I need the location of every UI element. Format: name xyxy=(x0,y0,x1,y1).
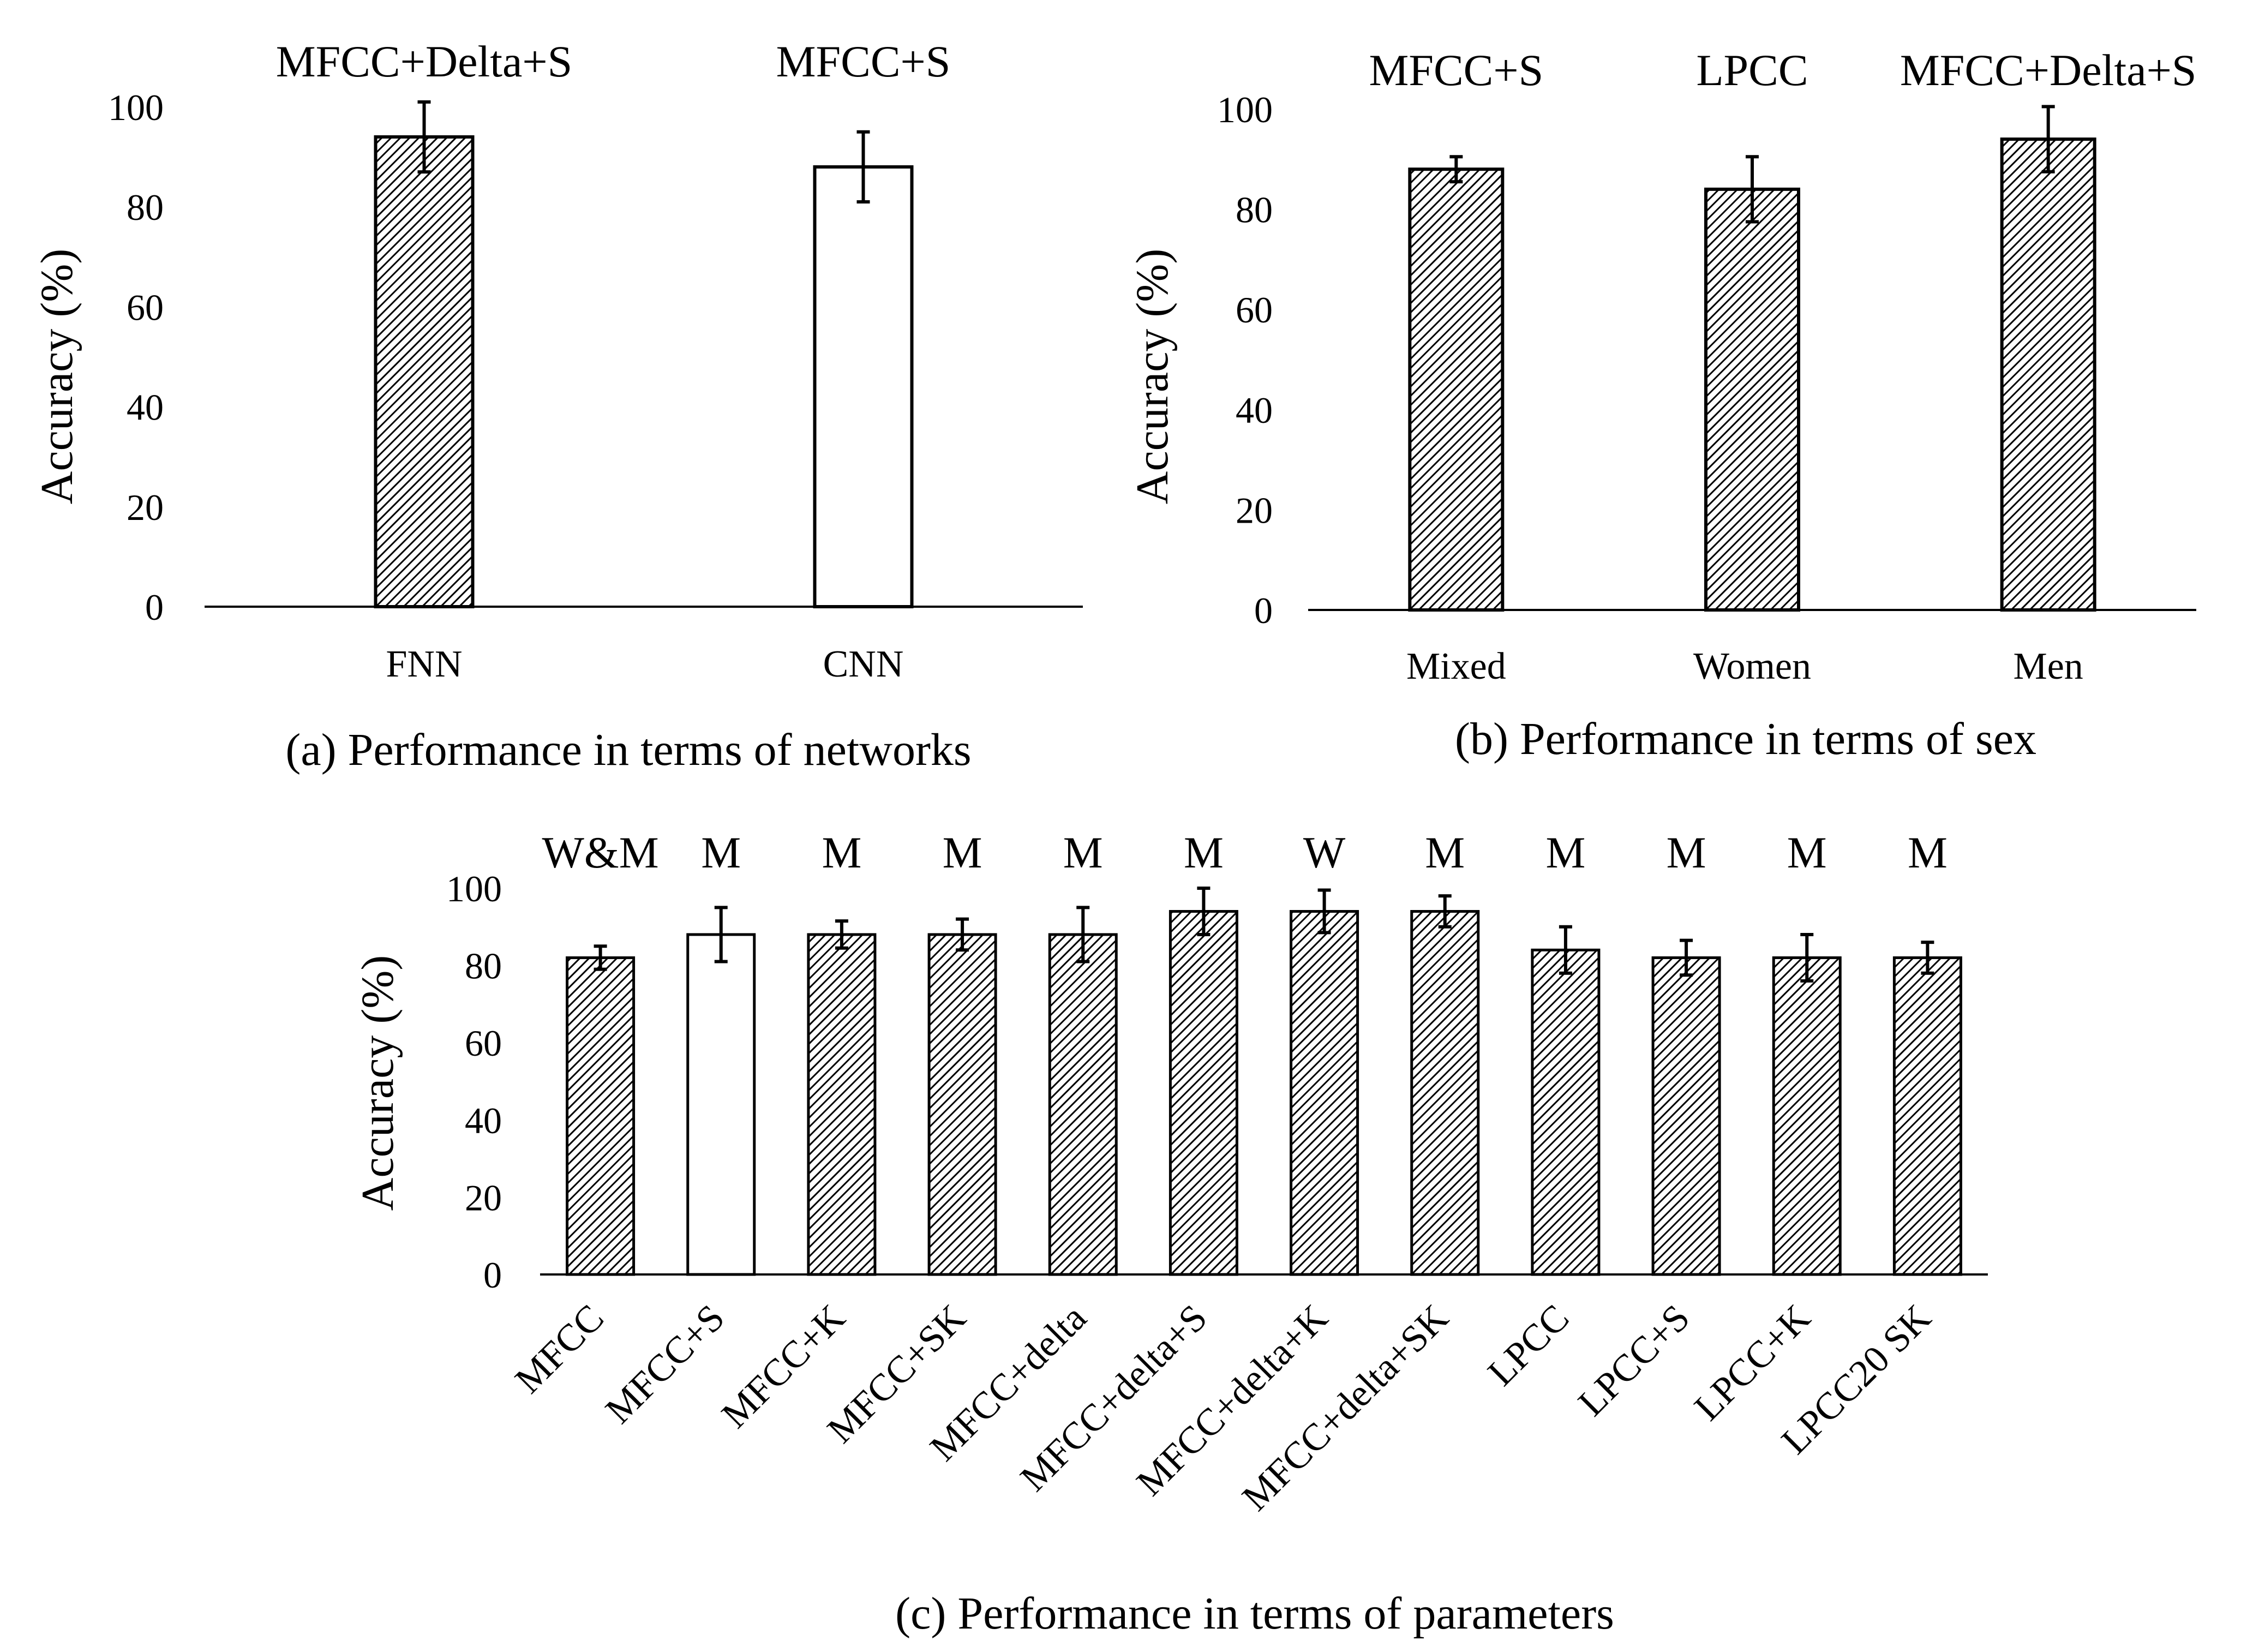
panel-b-ytick: 100 xyxy=(1217,89,1273,130)
panel-a-category-label: CNN xyxy=(823,643,904,685)
panel-c-category-label: LPCC xyxy=(1480,1297,1577,1394)
panel-a-bar-label: MFCC+S xyxy=(776,37,951,86)
panel-a-category-label: FNN xyxy=(386,643,462,685)
panel-b-plot: 0 20 40 60 80 100 MFCC+S Mixed LPCC Women MFCC+Del… xyxy=(1217,45,2196,687)
panel-c-bar-label: M xyxy=(1667,828,1706,877)
panel-b-bar xyxy=(1408,167,1505,612)
panel-c-ytick: 60 xyxy=(465,1022,502,1064)
panel-c-category-label: MFCC xyxy=(507,1297,612,1402)
panel-b-category-label: Mixed xyxy=(1406,645,1506,687)
panel-c-bar xyxy=(1290,909,1359,1276)
panel-a-ytick: 80 xyxy=(127,187,164,228)
panel-b-bar xyxy=(2000,137,2096,612)
panel-c-category-label: LPCC+S xyxy=(1571,1297,1698,1424)
panel-a-ylabel: Accuracy (%) xyxy=(32,249,82,505)
panel-c-bar xyxy=(1169,909,1238,1276)
panel-a-ytick: 20 xyxy=(127,487,164,528)
panel-b-ytick: 0 xyxy=(1254,590,1273,631)
panel-c-ytick: 0 xyxy=(483,1254,502,1296)
panel-b: 0 20 40 60 80 100 MFCC+S Mixed LPCC Women MFCC+Del… xyxy=(1127,45,2196,764)
panel-b-bar-label: MFCC+S xyxy=(1369,45,1543,95)
panel-b-ytick: 80 xyxy=(1236,189,1273,231)
panel-c-bar-label: M xyxy=(1787,828,1827,877)
panel-c-ytick: 20 xyxy=(465,1177,502,1218)
panel-c-bar xyxy=(566,956,636,1276)
panel-c-bar-label: M xyxy=(1425,828,1465,877)
panel-b-ytick: 40 xyxy=(1236,390,1273,431)
panel-c-ytick: 40 xyxy=(465,1100,502,1141)
panel-b-category-label: Men xyxy=(2014,645,2083,687)
panel-a-bar xyxy=(374,135,475,608)
panel-b-bar-label: MFCC+Delta+S xyxy=(1900,45,2197,95)
panel-b-category-label: Women xyxy=(1693,645,1811,687)
panel-a-ytick: 60 xyxy=(127,286,164,328)
panel-c-category-label: MFCC+S xyxy=(598,1297,733,1432)
panel-c-bar xyxy=(1892,956,1962,1276)
panel-c-bar xyxy=(1772,956,1842,1276)
panel-a-bar xyxy=(813,165,914,609)
panel-b-ytick: 20 xyxy=(1236,489,1273,531)
panel-c-bar-label: M xyxy=(1184,828,1224,877)
panel-c-bar-label: M xyxy=(1545,828,1585,877)
panel-c-plot: 020406080100W&MMFCCMMFCC+SMMFCC+KMMFCC+S… xyxy=(446,828,1988,1519)
panel-b-ytick: 60 xyxy=(1236,289,1273,331)
panel-a: 0 20 40 60 80 100 MFCC+Delta+S FNN MFCC+S CNN Acc… xyxy=(32,37,1083,775)
panel-c-ytick: 80 xyxy=(465,945,502,987)
panel-c-bar-label: M xyxy=(1063,828,1103,877)
panel-b-bar-label: LPCC xyxy=(1696,45,1808,95)
panel-c-bar-label: M xyxy=(943,828,982,877)
panel-c-bar-label: M xyxy=(1908,828,1948,877)
panel-c-bar xyxy=(1048,933,1118,1276)
panel-a-ytick: 0 xyxy=(145,586,164,628)
panel-c-bar xyxy=(1651,956,1721,1276)
panel-c-caption: (c) Performance in terms of parameters xyxy=(895,1588,1614,1639)
panel-c-bar-label: M xyxy=(822,828,861,877)
panel-c-bar xyxy=(686,933,756,1276)
panel-c-bar-label: M xyxy=(701,828,741,877)
panel-c-category-label: MFCC+delta+SK xyxy=(1235,1297,1457,1519)
panel-a-ytick: 40 xyxy=(127,387,164,428)
panel-b-ylabel: Accuracy (%) xyxy=(1127,249,1178,505)
panel-c-ytick: 100 xyxy=(446,868,502,909)
panel-c-ylabel: Accuracy (%) xyxy=(352,955,403,1211)
panel-c-bar xyxy=(1410,909,1480,1276)
panel-b-caption: (b) Performance in terms of sex xyxy=(1455,714,2036,764)
panel-c-bar-label: W&M xyxy=(542,828,659,877)
panel-c-bar xyxy=(807,933,877,1276)
panel-b-bar xyxy=(1704,187,1800,612)
panel-a-plot: 0 20 40 60 80 100 MFCC+Delta+S FNN MFCC+S CNN xyxy=(108,37,1083,685)
panel-a-bar-label: MFCC+Delta+S xyxy=(276,37,573,86)
panel-a-caption: (a) Performance in terms of networks xyxy=(285,725,971,775)
panel-c-bar xyxy=(927,933,997,1276)
panel-c-bar-label: W xyxy=(1303,828,1346,877)
panel-c: 020406080100W&MMFCCMMFCC+SMMFCC+KMMFCC+S… xyxy=(352,828,1988,1639)
panel-c-bar xyxy=(1531,948,1601,1276)
panel-a-ytick: 100 xyxy=(108,87,164,128)
